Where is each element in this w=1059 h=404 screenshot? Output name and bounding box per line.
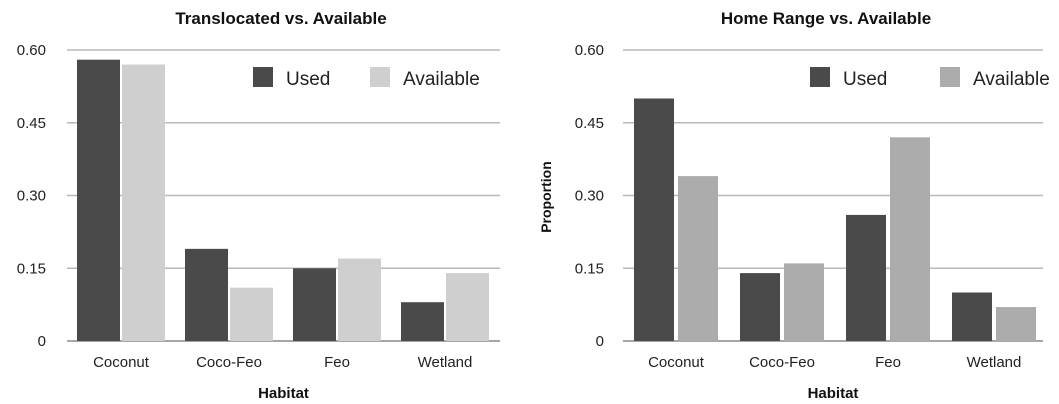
y-axis-label: Proportion (538, 161, 554, 233)
bar-available-coco-feo (230, 287, 273, 341)
x-axis-label: Habitat (258, 385, 309, 402)
x-tick-label: Coconut (648, 354, 705, 371)
bar-available-wetland (996, 307, 1036, 341)
y-tick-label: 0 (38, 333, 46, 350)
y-tick-label: 0.45 (575, 115, 604, 132)
chart-1: Translocated vs. Available 0 0.15 0.30 0.45 0… (17, 9, 500, 402)
chart-title: Translocated vs. Available (175, 9, 386, 28)
bar-used-feo (846, 214, 886, 341)
bar-used-coconut (634, 98, 674, 341)
bar-used-feo (293, 268, 336, 341)
chart-2: Home Range vs. Available 0 0.15 0.30 0.45 0.6… (538, 9, 1050, 402)
y-tick-label: 0.15 (575, 260, 604, 277)
x-tick-label: Wetland (418, 354, 473, 371)
y-tick-label: 0.15 (17, 260, 46, 277)
x-tick-label: Coco-Feo (196, 354, 262, 371)
x-tick-label: Coconut (93, 354, 150, 371)
legend-swatch-used (810, 67, 830, 87)
legend-label-available: Available (403, 69, 480, 90)
bar-used-coco-feo (740, 273, 780, 341)
x-tick-label: Coco-Feo (749, 354, 815, 371)
bar-available-coconut (122, 64, 165, 342)
bar-available-feo (338, 258, 381, 341)
bar-used-wetland (401, 302, 444, 341)
y-tick-label: 0.45 (17, 115, 46, 132)
legend-label-available: Available (973, 69, 1050, 90)
y-tick-label: 0.30 (17, 188, 46, 205)
bar-used-wetland (952, 292, 992, 341)
legend-label-used: Used (843, 69, 887, 90)
legend-swatch-available (370, 67, 390, 87)
y-tick-label: 0.60 (17, 42, 46, 59)
bar-used-coco-feo (185, 248, 228, 341)
bar-available-coconut (678, 176, 718, 341)
legend-swatch-used (253, 67, 273, 87)
legend-swatch-available (940, 67, 960, 87)
y-tick-label: 0.30 (575, 188, 604, 205)
x-tick-label: Feo (324, 354, 350, 371)
x-tick-label: Wetland (967, 354, 1022, 371)
bar-used-coconut (77, 59, 120, 341)
x-axis-label: Habitat (808, 385, 859, 402)
bar-available-feo (890, 137, 930, 341)
y-tick-label: 0 (596, 333, 604, 350)
legend-label-used: Used (286, 69, 330, 90)
bar-available-coco-feo (784, 263, 824, 341)
bar-available-wetland (446, 273, 489, 341)
y-tick-label: 0.60 (575, 42, 604, 59)
chart-title: Home Range vs. Available (721, 9, 931, 28)
x-tick-label: Feo (875, 354, 901, 371)
